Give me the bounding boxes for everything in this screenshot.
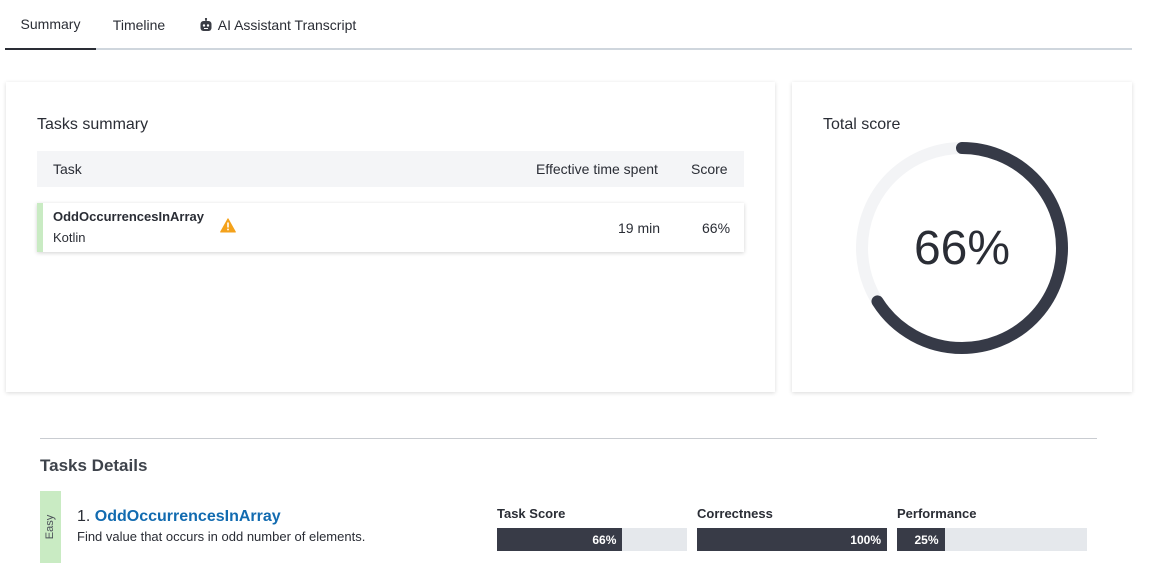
total-score-title: Total score xyxy=(823,116,901,133)
task-time-spent: 19 min xyxy=(618,220,661,236)
progress-bar: 100% xyxy=(697,528,887,551)
progress-value: 66% xyxy=(592,532,617,547)
robot-icon xyxy=(200,18,212,31)
metric-label: Task Score xyxy=(497,506,566,521)
metric-task-score: Task Score 66% xyxy=(497,506,687,551)
tasks-summary-title: Tasks summary xyxy=(37,116,149,133)
tab-summary-label: Summary xyxy=(20,16,81,32)
progress-bar: 66% xyxy=(497,528,687,551)
table-row[interactable]: OddOccurrencesInArray Kotlin 19 min 66% xyxy=(37,203,744,252)
total-score-value: 66% xyxy=(913,221,1011,275)
total-score-card: Total score 66% xyxy=(792,82,1132,392)
tab-summary[interactable]: Summary xyxy=(5,0,96,50)
column-header-task: Task xyxy=(53,161,82,177)
difficulty-label: Easy xyxy=(44,514,57,540)
task-description: Find value that occurs in odd number of … xyxy=(77,529,366,544)
metric-label: Correctness xyxy=(697,506,773,521)
progress-fill: 66% xyxy=(497,528,623,551)
progress-fill: 100% xyxy=(697,528,887,551)
task-detail-link[interactable]: OddOccurrencesInArray xyxy=(94,508,281,525)
task-number: 1. xyxy=(77,508,91,525)
tasks-summary-card: Tasks summary Task Effective time spent … xyxy=(6,82,775,392)
progress-value: 100% xyxy=(850,532,881,547)
task-detail-heading: 1. OddOccurrencesInArray xyxy=(77,508,281,526)
task-name: OddOccurrencesInArray xyxy=(53,209,205,224)
progress-value: 25% xyxy=(914,532,939,547)
column-header-score: Score xyxy=(691,161,728,177)
task-score: 66% xyxy=(702,220,731,236)
metric-performance: Performance 25% xyxy=(897,506,1087,551)
table-header: Task Effective time spent Score xyxy=(37,151,744,187)
progress-fill: 25% xyxy=(897,528,945,551)
tab-ai-label: AI Assistant Transcript xyxy=(217,17,357,33)
task-language: Kotlin xyxy=(53,230,86,245)
difficulty-badge: Easy xyxy=(40,491,61,563)
tasks-details-title: Tasks Details xyxy=(40,456,148,475)
tab-timeline-label: Timeline xyxy=(112,17,166,33)
metric-label: Performance xyxy=(897,506,977,521)
tab-ai-assistant-transcript[interactable]: AI Assistant Transcript xyxy=(190,0,365,50)
warning-icon xyxy=(220,218,236,233)
tab-bar: Summary Timeline AI Assistant Transcript xyxy=(5,0,1132,50)
score-donut xyxy=(856,142,1068,354)
tab-timeline[interactable]: Timeline xyxy=(97,0,181,50)
column-header-time: Effective time spent xyxy=(536,161,658,177)
progress-bar: 25% xyxy=(897,528,1087,551)
metric-correctness: Correctness 100% xyxy=(697,506,887,551)
donut-fill xyxy=(856,142,1068,354)
divider xyxy=(40,438,1097,439)
